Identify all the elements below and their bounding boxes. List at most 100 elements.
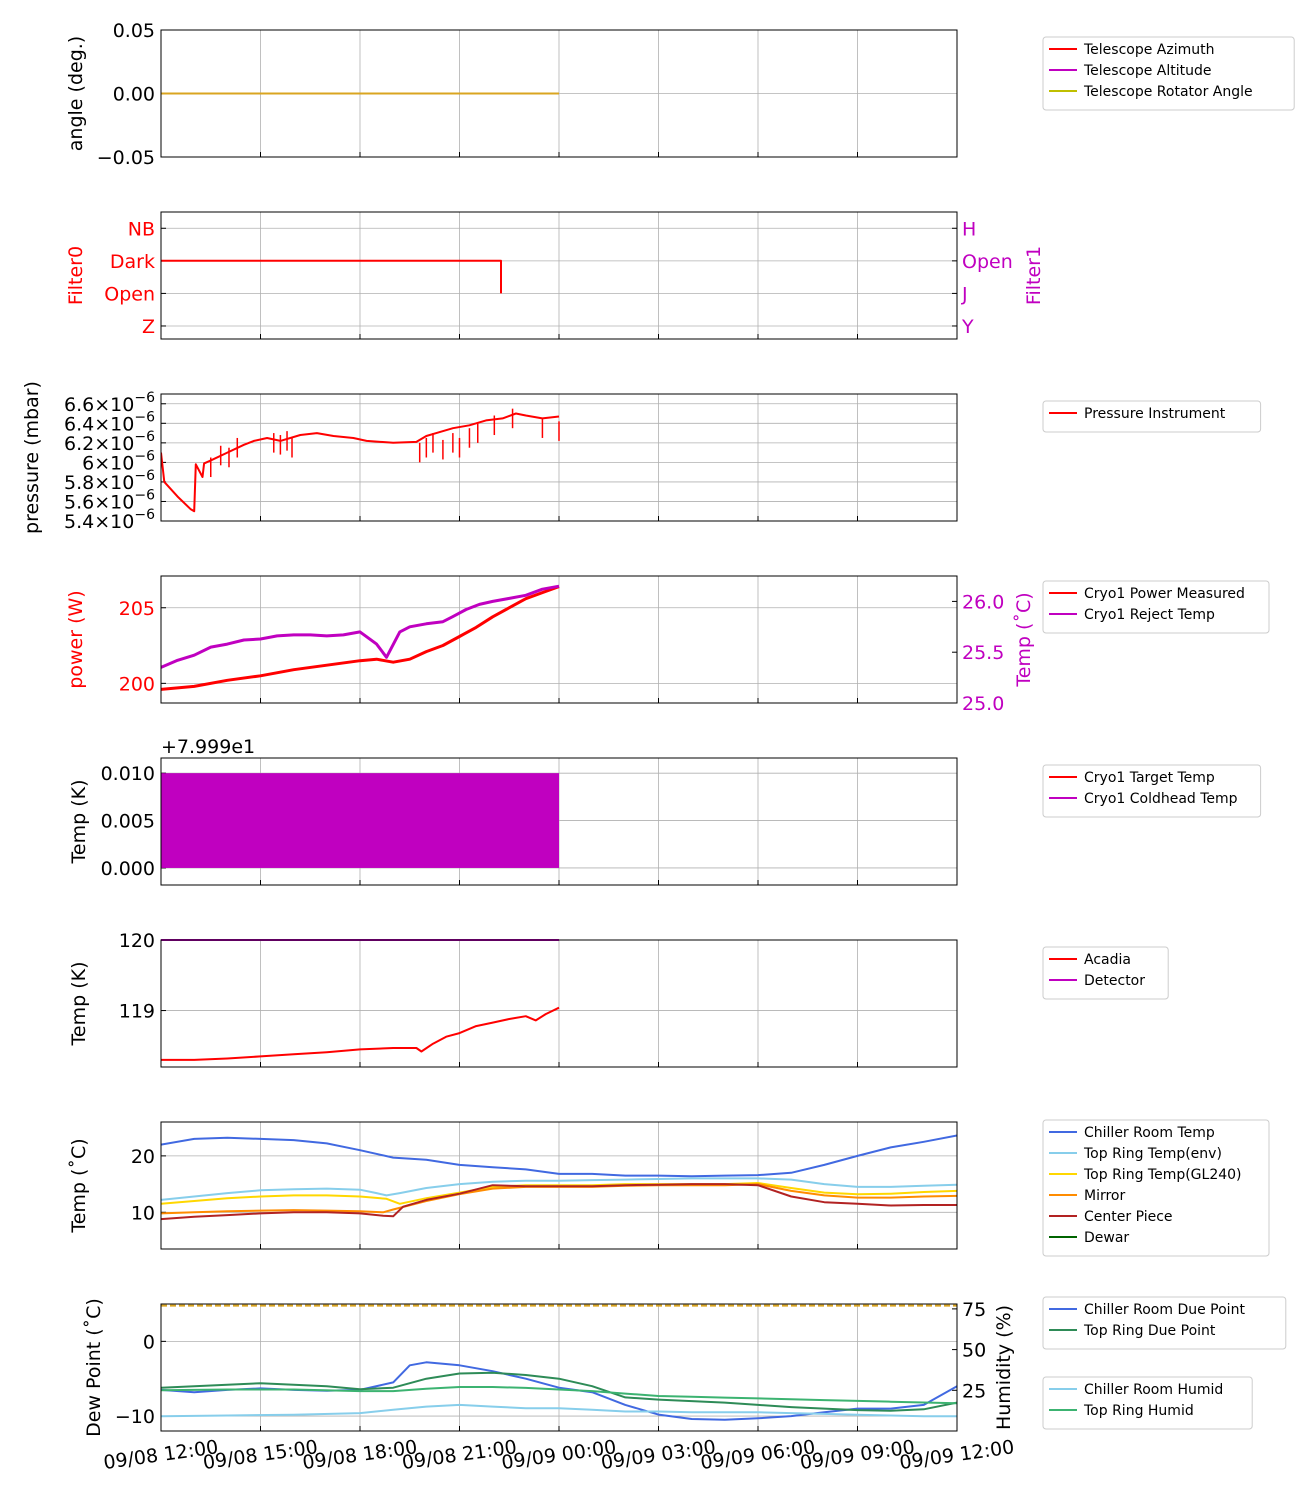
y-tick-label: 120 xyxy=(119,930,155,952)
legend-box xyxy=(1042,764,1262,818)
legend: Cryo1 Target Temp Cryo1 Coldhead Temp xyxy=(1042,764,1262,818)
legend: Cryo1 Power Measured Cryo1 Reject Temp xyxy=(1042,580,1270,634)
y-right-tick-label: H xyxy=(962,218,976,240)
y-axis-label: angle (deg.) xyxy=(65,36,87,151)
series-line xyxy=(161,1134,957,1178)
y-tick-exponent: −6 xyxy=(134,448,155,464)
series-line xyxy=(161,259,502,294)
y-axis-label: Temp (˚C) xyxy=(68,1138,90,1233)
legend: Chiller Room Due Point Top Ring Due Point… xyxy=(1042,1296,1287,1430)
panel-6: 120 119 Temp (K) Acadia Detector xyxy=(68,930,1169,1068)
y-tick-label: 0.05 xyxy=(113,20,155,42)
series-group xyxy=(161,773,559,868)
legend-box xyxy=(1042,580,1270,634)
plot-frame xyxy=(160,939,958,1068)
y-right-tick-label: 75 xyxy=(962,1299,986,1321)
y-axis-label: pressure (mbar) xyxy=(21,381,43,534)
series-line xyxy=(161,412,560,513)
legend-label: Telescope Altitude xyxy=(1083,63,1212,79)
y-right-axis-label: Humidity (%) xyxy=(993,1305,1015,1430)
series-group xyxy=(161,259,502,294)
y-tick-label: Dark xyxy=(110,251,155,273)
legend-box xyxy=(1042,36,1295,111)
panel-7: 20 10 Temp (˚C) Chiller Room Temp Top Ring T… xyxy=(68,1119,1270,1257)
legend-label: Cryo1 Target Temp xyxy=(1084,770,1215,786)
y-tick-label: 200 xyxy=(119,673,155,695)
series-group xyxy=(161,1304,957,1421)
legend-label: Top Ring Humid xyxy=(1083,1403,1194,1419)
series-line xyxy=(161,1177,957,1201)
series-line xyxy=(161,1386,957,1405)
series-line xyxy=(161,1403,957,1418)
y-axis-label: Dew Point (˚C) xyxy=(83,1298,105,1437)
y-tick-label: 10 xyxy=(131,1202,155,1224)
y-tick-exponent: −6 xyxy=(134,390,155,406)
legend-box xyxy=(1042,1376,1253,1430)
y-axis-label: Filter0 xyxy=(65,246,87,305)
legend: Pressure Instrument xyxy=(1042,400,1262,433)
legend-label: Top Ring Temp(env) xyxy=(1083,1146,1222,1162)
y-tick-exponent: −6 xyxy=(134,409,155,425)
panel-2: NB Dark Open Z H Open JY Filter0 Filter1 xyxy=(65,211,1045,340)
legend-label: Chiller Room Due Point xyxy=(1084,1302,1245,1318)
legend-label: Mirror xyxy=(1084,1188,1125,1204)
legend-label: Cryo1 Power Measured xyxy=(1084,586,1245,602)
y-tick-label: −0.05 xyxy=(97,147,155,169)
y-tick-label: −10 xyxy=(115,1406,155,1428)
plot-frame xyxy=(160,575,958,704)
legend-label: Top Ring Temp(GL240) xyxy=(1083,1167,1242,1183)
y-tick-label: 0.005 xyxy=(101,811,155,833)
panel-4: 205 200 26.0 25.5 25.0 power (W) Temp (˚C) Cryo… xyxy=(65,575,1270,715)
legend-label: Detector xyxy=(1084,973,1145,989)
y-tick-exponent: −6 xyxy=(134,468,155,484)
y-right-tick-label: Open xyxy=(962,251,1013,273)
y-tick-label: Open xyxy=(104,283,155,305)
legend-label: Chiller Room Temp xyxy=(1084,1125,1215,1141)
panel-3: 6.6×10−66.4×10−66.2×10−66×10−65.8×10−65.… xyxy=(21,381,1262,534)
series-line xyxy=(161,1183,957,1221)
legend-label: Telescope Rotator Angle xyxy=(1083,84,1253,100)
plot-frame xyxy=(160,1303,958,1432)
legend-label: Pressure Instrument xyxy=(1084,406,1226,422)
y-right-tick-label: Y xyxy=(961,316,974,338)
legend-label: Cryo1 Reject Temp xyxy=(1084,607,1215,623)
plot-frame xyxy=(160,211,958,340)
y-right-tick-label: 25 xyxy=(962,1380,986,1402)
series-line xyxy=(161,584,560,669)
legend-label: Acadia xyxy=(1084,952,1131,968)
y-tick-exponent: −6 xyxy=(134,507,155,523)
plot-frame xyxy=(160,757,958,886)
y-axis-label: Temp (K) xyxy=(68,780,90,865)
legend-label: Cryo1 Coldhead Temp xyxy=(1084,791,1238,807)
legend-label: Center Piece xyxy=(1084,1209,1173,1225)
y-tick-exponent: −6 xyxy=(134,487,155,503)
legend-box xyxy=(1042,1296,1287,1350)
series-band xyxy=(161,773,559,868)
y-right-tick-label: J xyxy=(961,283,968,305)
y-right-axis-label: Temp (˚C) xyxy=(1013,592,1035,687)
legend-box xyxy=(1042,400,1262,433)
legend-label: Telescope Azimuth xyxy=(1083,42,1214,58)
legend-box xyxy=(1042,1119,1270,1257)
y-tick-label: 0.010 xyxy=(101,763,155,785)
y-tick-label: 5.4×10−6 xyxy=(64,507,155,533)
series-group xyxy=(161,584,560,691)
y-tick-label: 119 xyxy=(119,1001,155,1023)
legend: Chiller Room Temp Top Ring Temp(env) Top R… xyxy=(1042,1119,1270,1257)
y-tick-label: 0.000 xyxy=(101,858,155,880)
y-tick-label: 0 xyxy=(143,1331,155,1353)
legend-label: Top Ring Due Point xyxy=(1083,1323,1216,1339)
series-line xyxy=(161,1006,560,1061)
legend-label: Dewar xyxy=(1084,1230,1129,1246)
legend: Acadia Detector xyxy=(1042,946,1169,1000)
y-right-tick-label: 25.0 xyxy=(962,693,1004,715)
y-right-tick-label: 50 xyxy=(962,1340,986,1362)
y-tick-label: NB xyxy=(128,218,155,240)
y-right-tick-label: 26.0 xyxy=(962,591,1004,613)
legend-label: Chiller Room Humid xyxy=(1084,1382,1223,1398)
y-tick-label: 0.00 xyxy=(113,84,155,106)
y-tick-label: Z xyxy=(142,316,155,338)
y-axis-label: Temp (K) xyxy=(68,962,90,1047)
y-tick-exponent: −6 xyxy=(134,429,155,445)
